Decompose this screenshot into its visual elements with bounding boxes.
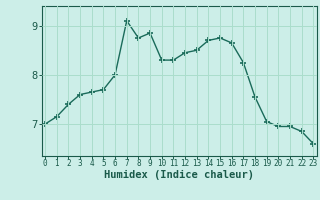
- X-axis label: Humidex (Indice chaleur): Humidex (Indice chaleur): [104, 170, 254, 180]
